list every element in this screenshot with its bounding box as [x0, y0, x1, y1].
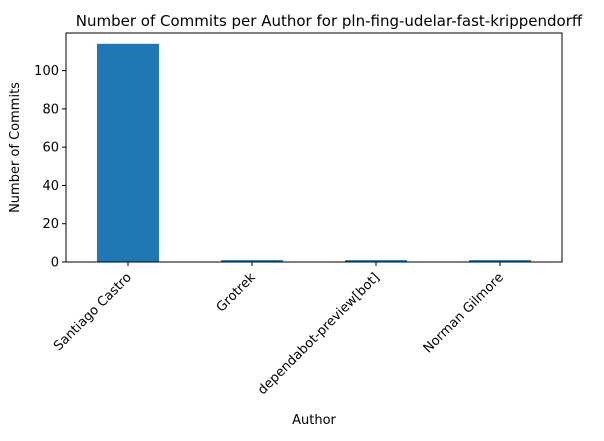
x-axis: Santiago Castro Grotrekdependabot-preview… — [51, 262, 507, 398]
bar — [221, 260, 283, 262]
y-tick-label: 40 — [42, 179, 59, 194]
bar — [469, 260, 531, 262]
bar — [97, 43, 159, 263]
y-tick-label: 20 — [42, 217, 59, 232]
x-tick-label: Santiago Castro — [51, 270, 135, 354]
y-tick-label: 100 — [34, 64, 59, 79]
bars-layer — [97, 43, 531, 263]
x-tick-label: Grotrek — [214, 270, 259, 315]
x-axis-label: Author — [292, 413, 336, 428]
y-tick-label: 0 — [51, 256, 59, 271]
y-tick-label: 60 — [42, 141, 59, 156]
x-tick-label: dependabot-preview[bot] — [255, 270, 383, 398]
y-axis: 0 20 40 60 80 100 — [34, 64, 66, 271]
y-axis-label: Number of Commits — [8, 82, 23, 213]
chart-title: Number of Commits per Author for pln-fin… — [76, 12, 583, 30]
plot-frame — [65, 32, 563, 263]
x-tick-label: Norman Gilmore — [421, 270, 507, 356]
bar — [345, 260, 407, 262]
y-tick-label: 80 — [42, 102, 59, 117]
